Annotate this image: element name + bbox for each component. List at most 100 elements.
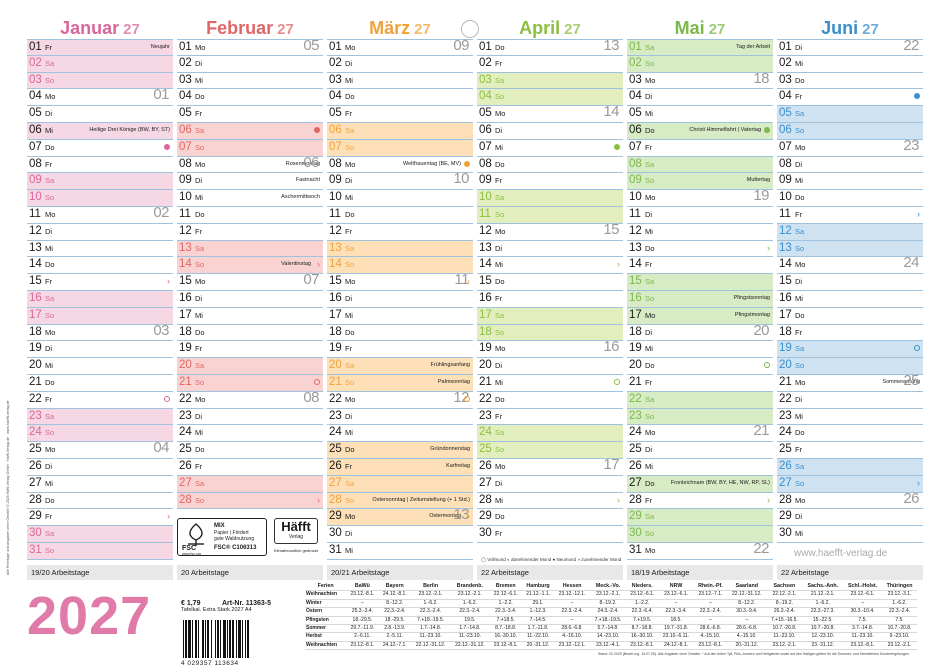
- day-row[interactable]: 17 Mi: [177, 308, 323, 325]
- day-row[interactable]: 29 Fr ›: [27, 509, 173, 527]
- day-row[interactable]: 03 Mi: [177, 73, 323, 90]
- day-row[interactable]: 28 Mo 26: [777, 490, 923, 510]
- day-row[interactable]: 04 Do: [327, 89, 473, 107]
- day-row[interactable]: 20 Sa: [177, 358, 323, 375]
- day-row[interactable]: 23 So: [627, 408, 773, 426]
- day-row[interactable]: 20 Mi: [27, 358, 173, 375]
- day-row[interactable]: 29 Sa: [627, 509, 773, 527]
- day-row[interactable]: 23 Di: [327, 409, 473, 426]
- day-row[interactable]: 22 Mo 12: [327, 389, 473, 409]
- day-row[interactable]: 10 Mo 19: [627, 188, 773, 207]
- day-row[interactable]: 30 Fr: [477, 526, 623, 543]
- day-row[interactable]: 10 Sa: [477, 190, 623, 207]
- day-row[interactable]: 12 Fr: [177, 224, 323, 241]
- day-row[interactable]: 24 Mi: [327, 425, 473, 443]
- day-row[interactable]: 10 Do: [777, 190, 923, 207]
- day-row[interactable]: 18 Mo 03: [27, 322, 173, 342]
- day-row[interactable]: 25 Di: [627, 442, 773, 459]
- day-row[interactable]: 12 Di: [27, 224, 173, 241]
- day-row[interactable]: 13 Di: [477, 241, 623, 258]
- day-row[interactable]: 27 So ›: [777, 475, 923, 493]
- day-row[interactable]: 02 Sa: [27, 55, 173, 73]
- day-row[interactable]: 03 Do: [777, 73, 923, 90]
- day-row[interactable]: 05 Mi: [627, 106, 773, 123]
- day-row[interactable]: 29 Do: [477, 509, 623, 527]
- day-row[interactable]: 05 Mo 14: [477, 104, 623, 123]
- day-row[interactable]: 09 Di 10: [327, 171, 473, 191]
- day-row[interactable]: 09 Fr: [477, 173, 623, 191]
- day-row[interactable]: 13 Do ›: [627, 241, 773, 258]
- day-row[interactable]: 13 Sa: [327, 240, 473, 258]
- day-row[interactable]: 21 Do: [27, 375, 173, 392]
- day-row[interactable]: 07 So: [177, 139, 323, 157]
- day-row[interactable]: 19 Fr: [177, 341, 323, 359]
- day-row[interactable]: 24 So: [27, 425, 173, 443]
- day-row[interactable]: 06 Sa: [177, 123, 323, 140]
- day-row[interactable]: 28 Do: [27, 493, 173, 510]
- day-row[interactable]: 24 Mo 21: [627, 423, 773, 443]
- day-row[interactable]: 24 Mi: [177, 425, 323, 443]
- day-row[interactable]: 16 Di: [177, 291, 323, 308]
- day-row[interactable]: 21 Mo Sommeranfang 25: [777, 373, 923, 392]
- day-row[interactable]: 12 Mo 15: [477, 221, 623, 241]
- day-row[interactable]: 01 Mo 09: [327, 38, 473, 56]
- day-row[interactable]: 27 Sa: [177, 475, 323, 493]
- day-row[interactable]: 11 Fr ›: [777, 207, 923, 224]
- day-row[interactable]: 03 Mi: [327, 73, 473, 90]
- day-row[interactable]: 16 So Pfingstsonntag: [627, 291, 773, 308]
- day-row[interactable]: 25 Do Gründonnerstag: [327, 442, 473, 459]
- day-row[interactable]: 15 Fr ›: [27, 274, 173, 291]
- day-row[interactable]: 11 Do: [327, 207, 473, 224]
- day-row[interactable]: 18 Di 20: [627, 322, 773, 342]
- day-row[interactable]: 28 So ›: [177, 492, 323, 510]
- day-row[interactable]: 06 So: [777, 123, 923, 140]
- day-row[interactable]: 12 Fr: [327, 224, 473, 241]
- day-row[interactable]: 22 Di: [777, 392, 923, 409]
- day-row[interactable]: 08 Mo Weltfrauentag (BE, MV): [327, 157, 473, 174]
- day-row[interactable]: 10 So: [27, 190, 173, 207]
- day-row[interactable]: 06 Di: [477, 123, 623, 140]
- day-row[interactable]: 01 Fr Neujahr: [27, 39, 173, 56]
- day-row[interactable]: 03 Sa: [477, 72, 623, 90]
- day-row[interactable]: 19 Fr: [327, 341, 473, 359]
- day-row[interactable]: 25 Mo 04: [27, 440, 173, 459]
- day-row[interactable]: 28 Fr ›: [627, 493, 773, 510]
- day-row[interactable]: 02 Fr: [477, 56, 623, 73]
- day-row[interactable]: 29 Di: [777, 509, 923, 527]
- day-row[interactable]: 10 Mi: [327, 190, 473, 207]
- day-row[interactable]: 05 Sa: [777, 106, 923, 123]
- day-row[interactable]: 01 Sa Tag der Arbeit: [627, 39, 773, 56]
- day-row[interactable]: 13 Mi: [27, 241, 173, 258]
- day-row[interactable]: 09 Sa: [27, 173, 173, 191]
- publisher-url[interactable]: www.haefft-verlag.de: [794, 548, 888, 559]
- day-row[interactable]: 06 Sa: [327, 123, 473, 140]
- day-row[interactable]: 26 Mo 17: [477, 457, 623, 476]
- day-row[interactable]: 23 Sa: [27, 408, 173, 426]
- day-row[interactable]: 29 Mo Ostermontag 13 ›: [327, 507, 473, 527]
- day-row[interactable]: 18 Do: [327, 325, 473, 342]
- day-row[interactable]: 08 Fr: [27, 157, 173, 174]
- day-row[interactable]: 14 Mi ›: [477, 257, 623, 275]
- day-row[interactable]: 24 Do: [777, 425, 923, 443]
- day-row[interactable]: 01 Di 22: [777, 38, 923, 56]
- day-row[interactable]: 14 Fr: [627, 257, 773, 275]
- day-row[interactable]: 06 Do Christi Himmelfahrt | Vatertag: [627, 123, 773, 140]
- day-row[interactable]: 08 Di: [777, 157, 923, 174]
- day-row[interactable]: 15 Di: [777, 274, 923, 291]
- day-row[interactable]: 07 Fr: [627, 140, 773, 157]
- day-row[interactable]: 14 So Valentinstag ›: [177, 257, 323, 275]
- day-row[interactable]: 07 Mo 23: [777, 137, 923, 157]
- day-row[interactable]: 24 Sa: [477, 425, 623, 443]
- day-row[interactable]: 14 Mo 24: [777, 255, 923, 275]
- day-row[interactable]: 31 Mi: [327, 543, 473, 560]
- day-row[interactable]: 04 So: [477, 89, 623, 107]
- day-row[interactable]: 20 So: [777, 358, 923, 375]
- day-row[interactable]: 17 So: [27, 307, 173, 325]
- day-row[interactable]: 26 Mi: [627, 459, 773, 476]
- day-row[interactable]: 12 Sa: [777, 223, 923, 241]
- day-row[interactable]: 04 Di: [627, 89, 773, 107]
- day-row[interactable]: 27 Mi: [27, 476, 173, 493]
- day-row[interactable]: 18 So: [477, 324, 623, 342]
- day-row[interactable]: 16 Mi: [777, 291, 923, 308]
- day-row[interactable]: 03 Mo 18: [627, 70, 773, 90]
